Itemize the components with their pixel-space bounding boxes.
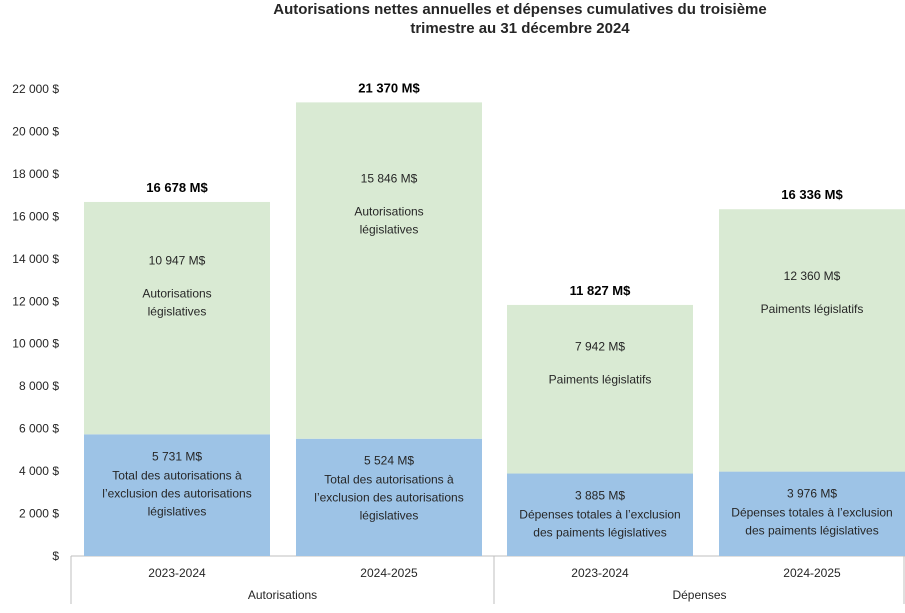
- chart-title-line-1: Autorisations nettes annuelles et dépens…: [273, 1, 767, 18]
- x-group-label: Dépenses: [672, 588, 726, 602]
- segment-value-label: 10 947 M$: [149, 254, 206, 268]
- segment-category-label: législatives: [148, 504, 207, 518]
- bar-segment-upper: [719, 209, 905, 472]
- y-tick-label: 4 000 $: [19, 464, 59, 478]
- segment-value-label: 3 976 M$: [787, 487, 837, 501]
- segment-value-label: 7 942 M$: [575, 339, 625, 353]
- x-group-label: Autorisations: [248, 588, 317, 602]
- segment-category-label: législatives: [360, 509, 419, 523]
- y-tick-label: 2 000 $: [19, 507, 59, 521]
- segment-category-label: Total des autorisations à: [112, 468, 242, 482]
- x-category-label: 2024-2025: [783, 566, 841, 580]
- x-category-label: 2023-2024: [571, 566, 629, 580]
- y-tick-label: $: [52, 549, 59, 563]
- segment-category-label: Autorisations: [354, 204, 423, 218]
- bar-total-label: 16 678 M$: [146, 180, 208, 195]
- y-tick-label: 20 000 $: [12, 124, 59, 138]
- segment-category-label: Paiments législatifs: [549, 372, 652, 386]
- segment-category-label: l’exclusion des autorisations: [314, 491, 463, 505]
- segment-value-label: 15 846 M$: [361, 171, 418, 185]
- segment-category-label: Dépenses totales à l’exclusion: [731, 506, 892, 520]
- segment-category-label: des paiments législatives: [533, 526, 666, 540]
- y-tick-label: 14 000 $: [12, 252, 59, 266]
- segment-category-label: Autorisations: [142, 287, 211, 301]
- segment-category-label: législatives: [360, 222, 419, 236]
- chart-title: Autorisations nettes annuelles et dépens…: [150, 0, 890, 38]
- y-tick-label: 18 000 $: [12, 167, 59, 181]
- segment-category-label: Paiments législatifs: [761, 302, 864, 316]
- bar-segment-lower: [84, 434, 270, 556]
- segment-category-label: législatives: [148, 305, 207, 319]
- y-tick-label: 8 000 $: [19, 379, 59, 393]
- bar-total-label: 16 336 M$: [781, 187, 843, 202]
- x-category-label: 2024-2025: [360, 566, 418, 580]
- y-tick-label: 6 000 $: [19, 422, 59, 436]
- segment-category-label: Total des autorisations à: [324, 473, 454, 487]
- segment-category-label: Dépenses totales à l’exclusion: [519, 508, 680, 522]
- bar-segment-upper: [84, 201, 270, 435]
- bar-total-label: 21 370 M$: [358, 80, 420, 95]
- segment-category-label: des paiments législatives: [745, 524, 878, 538]
- segment-value-label: 12 360 M$: [784, 269, 841, 283]
- bar-segment-upper: [507, 304, 693, 474]
- y-tick-label: 12 000 $: [12, 294, 59, 308]
- y-tick-label: 22 000 $: [12, 82, 59, 96]
- bar-segment-lower: [719, 471, 905, 556]
- bar-segment-upper: [296, 102, 482, 439]
- y-tick-label: 10 000 $: [12, 337, 59, 351]
- chart-title-line-2: trimestre au 31 décembre 2024: [410, 20, 630, 37]
- y-tick-label: 16 000 $: [12, 209, 59, 223]
- segment-category-label: l’exclusion des autorisations: [102, 486, 251, 500]
- segment-value-label: 5 731 M$: [152, 449, 202, 463]
- segment-value-label: 3 885 M$: [575, 489, 625, 503]
- x-category-label: 2023-2024: [148, 566, 206, 580]
- bar-segment-lower: [507, 473, 693, 556]
- bar-total-label: 11 827 M$: [570, 283, 631, 298]
- segment-value-label: 5 524 M$: [364, 454, 414, 468]
- bar-segment-lower: [296, 438, 482, 556]
